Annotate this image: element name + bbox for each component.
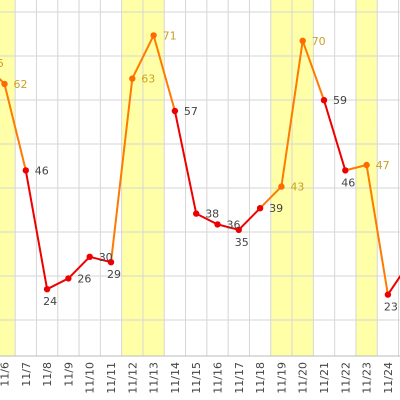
data-point: [278, 183, 285, 190]
data-point: [129, 75, 136, 82]
series-segment: [173, 110, 198, 214]
x-tick-label: 11/14: [169, 362, 182, 394]
data-point: [342, 167, 349, 174]
series-segment: [46, 277, 69, 291]
series-segment: [280, 40, 304, 187]
x-tick-label: 11/13: [148, 362, 161, 394]
series-segment: [131, 34, 155, 80]
data-point: [214, 221, 221, 228]
series-segment: [89, 255, 112, 264]
data-label: 63: [141, 73, 155, 86]
data-label: 29: [107, 268, 121, 281]
data-label-leading: 5: [0, 57, 4, 70]
data-point: [22, 167, 29, 174]
x-tick-label: 11/6: [0, 362, 12, 387]
x-tick-label: 11/15: [190, 362, 203, 394]
data-label: 59: [333, 94, 347, 107]
series-segment: [301, 40, 325, 101]
data-point: [363, 161, 370, 169]
x-tick-label: 11/21: [318, 362, 331, 394]
highlight-band: [0, 0, 11, 356]
data-label: 62: [14, 78, 28, 91]
data-label: 46: [35, 164, 49, 177]
x-tick-label: 11/18: [254, 362, 267, 394]
data-label: 35: [235, 236, 249, 249]
series-segment: [217, 223, 240, 231]
x-tick-label: 11/20: [297, 362, 310, 394]
series-segment: [195, 212, 218, 226]
data-labels: 62 46 24 26 30 29 63 71 57 38 36 35 39 43 70 59 46 47 23 5: [0, 29, 398, 313]
data-label: 26: [77, 272, 91, 285]
series-segment: [365, 164, 389, 295]
data-label: 46: [341, 176, 355, 189]
data-label: 71: [163, 29, 177, 42]
x-tick-label: 11/9: [62, 362, 75, 387]
data-point: [1, 80, 8, 88]
x-tick-label: 11/12: [126, 362, 139, 394]
data-label: 43: [290, 181, 304, 194]
series-segment: [387, 274, 400, 296]
x-tick-label: 11/24: [382, 362, 395, 394]
series-segment: [345, 164, 367, 172]
data-point: [235, 226, 242, 233]
series-segment: [67, 256, 91, 280]
data-point: [384, 291, 392, 298]
data-point: [107, 259, 115, 266]
series-segment: [323, 99, 347, 171]
highlight-bands: [0, 0, 378, 356]
grid-lines: [0, 0, 400, 357]
x-tick-label: 11/16: [212, 362, 225, 394]
data-label: 47: [376, 159, 390, 172]
data-point: [65, 275, 72, 282]
data-point: [256, 205, 264, 212]
highlight-band: [292, 0, 314, 356]
data-label: 30: [99, 251, 113, 264]
data-point: [43, 286, 51, 293]
data-label: 38: [205, 208, 219, 221]
series-segment: [238, 207, 261, 231]
x-tick-label: 11/17: [233, 362, 246, 394]
data-label: 39: [269, 202, 283, 215]
x-tick-label: 11/19: [275, 362, 288, 394]
data-point: [320, 97, 328, 104]
x-tick-label: 11/7: [20, 362, 33, 387]
data-label: 24: [43, 295, 57, 308]
data-label: 70: [312, 35, 326, 48]
data-point: [150, 32, 157, 39]
x-tick-label: 11/22: [339, 362, 352, 394]
series-markers: [1, 32, 392, 298]
highlight-band: [142, 0, 165, 356]
data-point: [86, 253, 93, 260]
series-segment: [3, 83, 27, 171]
highlight-band: [355, 0, 378, 356]
series-segment: [259, 185, 283, 209]
series-segment: [110, 78, 134, 263]
data-label: 23: [384, 301, 398, 314]
series-segment: [24, 170, 49, 290]
highlight-band: [121, 0, 143, 356]
data-point: [193, 210, 200, 217]
x-tick-label: 11/10: [84, 362, 97, 394]
x-tick-label: 11/8: [41, 362, 54, 387]
x-tick-label: 11/11: [105, 362, 118, 394]
data-point: [171, 107, 179, 115]
highlight-band: [270, 0, 293, 356]
x-tick-label: 11/23: [361, 362, 374, 394]
data-label: 36: [227, 218, 241, 231]
data-label: 57: [184, 105, 198, 118]
series-segment: [152, 35, 176, 112]
data-point: [299, 37, 306, 44]
x-axis-ticks: 11/6 11/7 11/8 11/9 11/10 11/11 11/12 11/13 11/1…: [0, 362, 395, 394]
series-line: [0, 34, 400, 296]
